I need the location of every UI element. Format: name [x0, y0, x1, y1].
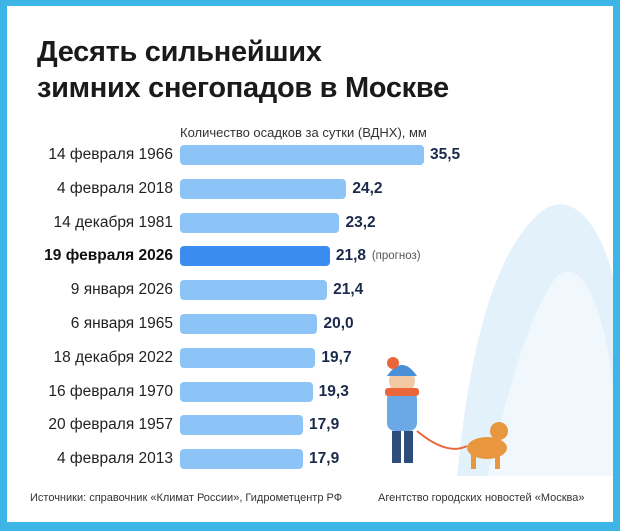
agency-credit: Агентство городских новостей «Москва» [378, 492, 585, 504]
bar [180, 415, 304, 436]
chart-subtitle: Количество осадков за сутки (ВДНХ), мм [180, 125, 427, 140]
title-line-1: Десять сильнейших [37, 36, 322, 68]
category-label: 4 февраля 2018 [56, 179, 173, 197]
value-label: 21,8 [335, 247, 366, 265]
value-label: 17,9 [309, 416, 340, 434]
bar [180, 347, 316, 368]
bar [180, 449, 304, 470]
category-label: 14 февраля 1966 [48, 146, 173, 163]
value-label: 19,7 [321, 348, 352, 366]
category-label: 19 февраля 2026 [44, 247, 173, 265]
value-label: 19,3 [318, 382, 349, 400]
chart-title: Десять сильнейших зимних снегопадов в Мо… [37, 34, 449, 106]
category-label: 18 декабря 2022 [53, 348, 173, 366]
title-line-2: зимних снегопадов в Москве [37, 72, 449, 104]
category-label: 14 декабря 1981 [53, 213, 173, 231]
bar [180, 212, 340, 233]
bar [180, 145, 424, 165]
value-label: 23,2 [345, 213, 376, 231]
category-label: 6 января 1965 [70, 315, 173, 332]
sources-text: Источники: справочник «Климат России», Г… [30, 492, 343, 504]
bar [180, 246, 330, 267]
infographic-card: Десять сильнейших зимних снегопадов в Мо… [7, 6, 613, 522]
category-label: 20 февраля 1957 [48, 416, 173, 434]
bar [180, 314, 318, 334]
value-label: 17,9 [309, 450, 340, 468]
bar [180, 280, 328, 301]
value-label: 21,4 [333, 281, 364, 299]
snow-pile-kid-dog-illustration [385, 204, 613, 476]
value-label: 24,2 [352, 179, 383, 197]
bar [180, 178, 347, 199]
value-label: 20,0 [323, 315, 354, 332]
bar [180, 381, 313, 402]
category-label: 9 января 2026 [70, 281, 173, 299]
category-label: 4 февраля 2013 [56, 450, 173, 468]
category-label: 16 февраля 1970 [48, 382, 173, 400]
value-label: 35,5 [430, 146, 461, 163]
forecast-note: (прогноз) [371, 250, 421, 263]
